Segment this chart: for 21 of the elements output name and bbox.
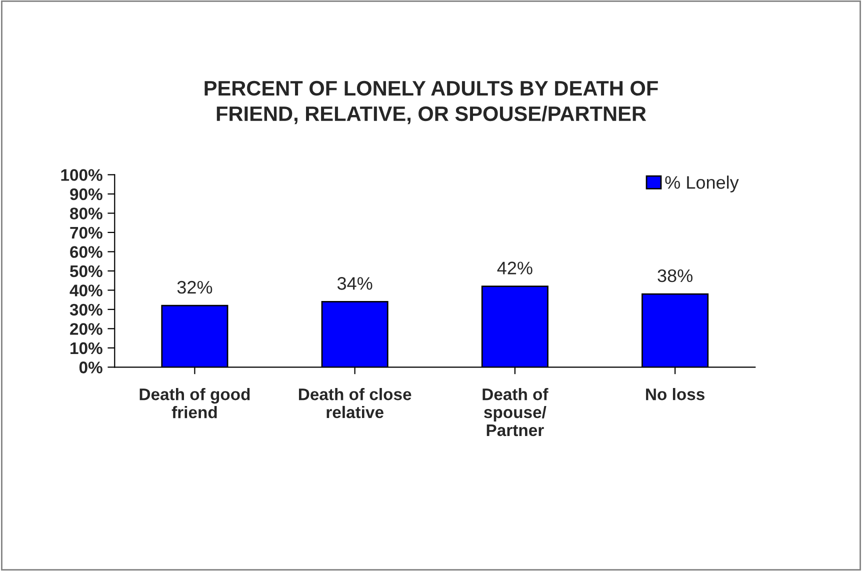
y-tick-label: 100% xyxy=(61,169,102,181)
y-tick-label: 40% xyxy=(70,284,102,296)
chart-title: PERCENT OF LONELY ADULTS BY DEATH OF FRIEND, RELATIVE, OR SPOUSE/PARTNER xyxy=(204,80,658,124)
y-tick-label: 70% xyxy=(70,226,102,239)
y-tick-label: 90% xyxy=(70,188,102,200)
y-tick-label: 10% xyxy=(70,342,102,354)
legend-label: % Lonely xyxy=(665,176,739,192)
y-tick-label: 80% xyxy=(70,208,102,220)
y-tick-label: 0% xyxy=(79,362,102,374)
y-tick-label: 60% xyxy=(70,246,102,258)
data-label: 32% xyxy=(177,280,212,294)
x-tick-label: Death of close relative xyxy=(298,388,412,418)
data-label: 42% xyxy=(497,262,532,274)
x-tick-label: No loss xyxy=(646,388,704,400)
y-tick-label: 30% xyxy=(70,304,102,316)
x-tick-label: Death of good friend xyxy=(140,388,250,418)
data-label: 38% xyxy=(658,269,692,282)
x-tick-label: Death of spouse/ Partner xyxy=(482,388,548,436)
y-tick-label: 20% xyxy=(70,323,102,335)
data-label: 34% xyxy=(337,277,372,290)
y-tick-label: 50% xyxy=(70,265,102,278)
